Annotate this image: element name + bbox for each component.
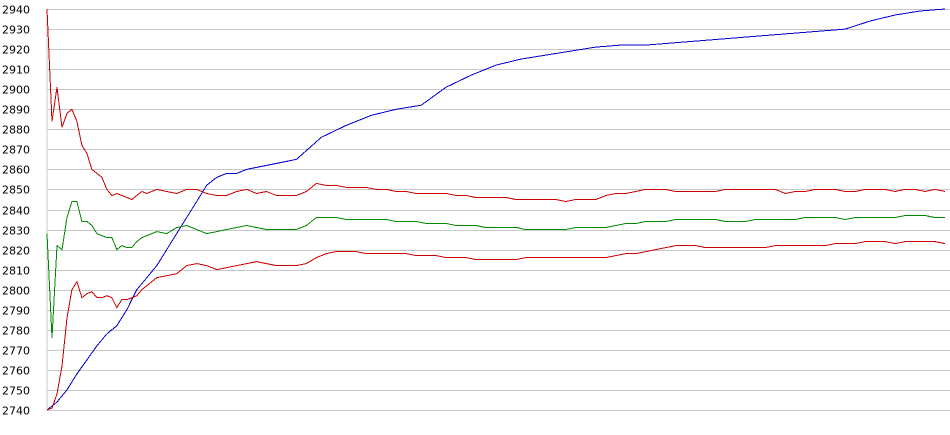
- y-tick-label: 2750: [2, 385, 30, 398]
- y-tick-label: 2820: [2, 245, 30, 258]
- series-lines: [46, 8, 946, 411]
- y-tick-label: 2890: [2, 104, 30, 117]
- y-tick-label: 2870: [2, 144, 30, 157]
- y-tick-label: 2840: [2, 205, 30, 218]
- y-tick-label: 2900: [2, 84, 30, 97]
- y-tick-label: 2910: [2, 64, 30, 77]
- y-tick-labels: 2940 2930 2920 2910 2900 2890 2880 2870 2860 2850…: [2, 4, 30, 418]
- y-tick-label: 2940: [2, 4, 30, 17]
- grid-lines: [47, 9, 950, 411]
- y-tick-label: 2880: [2, 124, 30, 137]
- y-tick-label: 2770: [2, 345, 30, 358]
- y-tick-label: 2740: [2, 405, 30, 418]
- y-tick-label: 2790: [2, 305, 30, 318]
- y-tick-label: 2930: [2, 24, 30, 37]
- series-line-1: [46, 8, 946, 411]
- series-line-4: [46, 241, 946, 411]
- y-tick-label: 2830: [2, 225, 30, 238]
- series-line-3: [46, 201, 945, 338]
- y-tick-label: 2780: [2, 325, 30, 338]
- y-tick-label: 2760: [2, 365, 30, 378]
- y-tick-label: 2850: [2, 184, 30, 197]
- y-tick-label: 2810: [2, 265, 30, 278]
- y-tick-label: 2920: [2, 44, 30, 57]
- y-tick-label: 2800: [2, 285, 30, 298]
- y-tick-label: 2860: [2, 164, 30, 177]
- series-line-2: [46, 8, 946, 203]
